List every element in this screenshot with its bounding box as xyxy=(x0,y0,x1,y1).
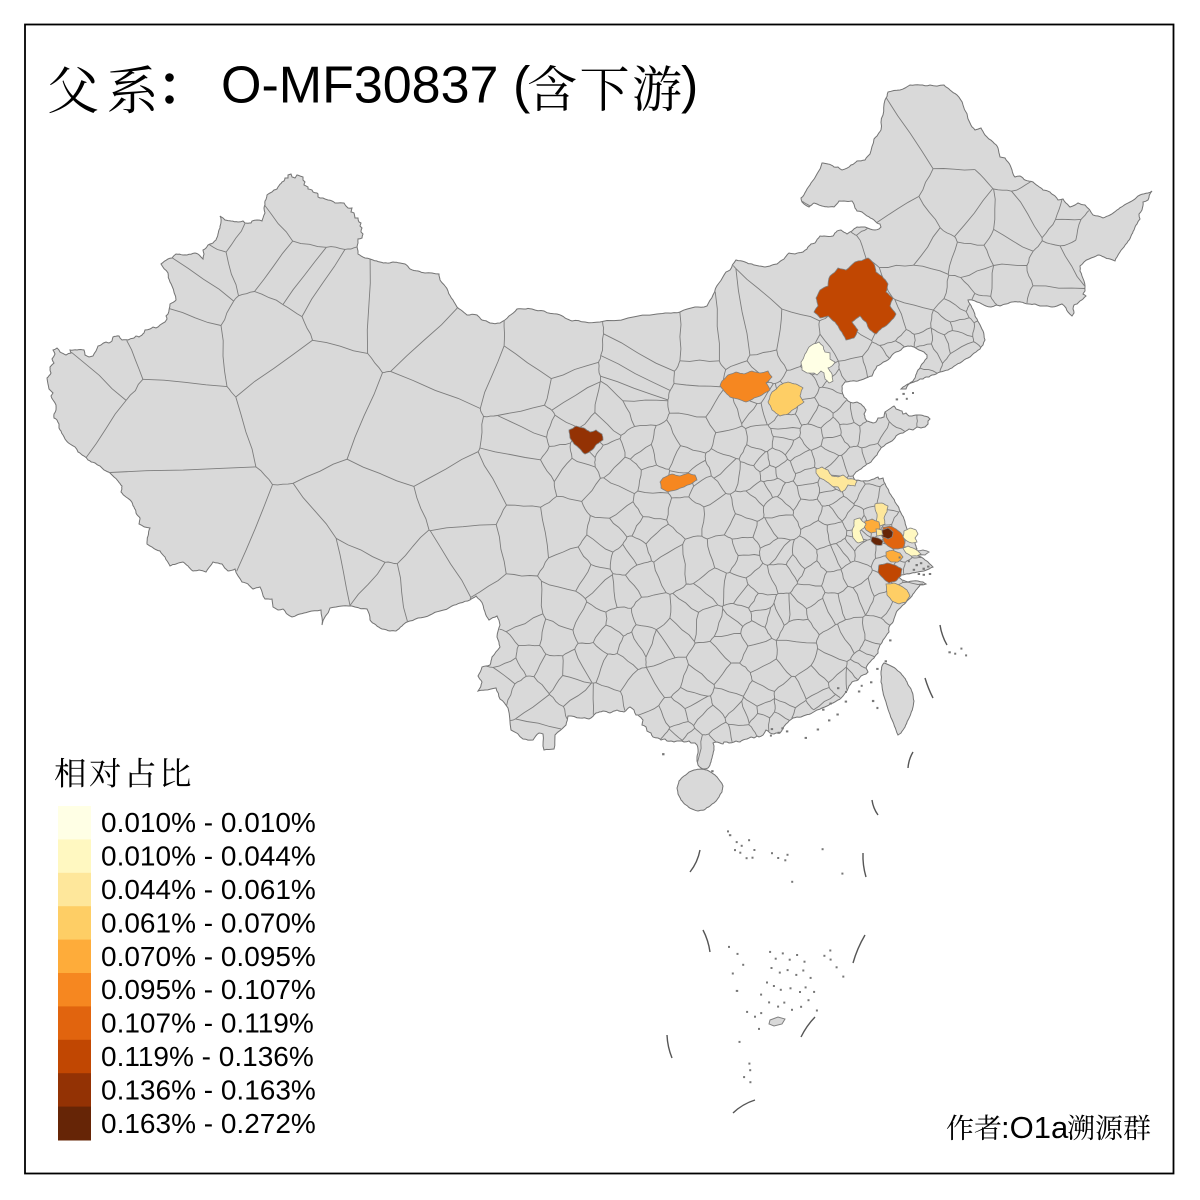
svg-text::O1a: :O1a xyxy=(1001,1110,1069,1145)
svg-text:0.163% - 0.272%: 0.163% - 0.272% xyxy=(101,1108,316,1139)
svg-text:0.136% - 0.163%: 0.136% - 0.163% xyxy=(101,1074,316,1105)
svg-text:0.010% - 0.010%: 0.010% - 0.010% xyxy=(101,807,316,838)
svg-text:0.095% - 0.107%: 0.095% - 0.107% xyxy=(101,974,316,1005)
svg-text:0.119% - 0.136%: 0.119% - 0.136% xyxy=(101,1041,314,1072)
svg-text:): ) xyxy=(681,57,698,115)
svg-text:O-MF30837: O-MF30837 xyxy=(221,57,498,115)
svg-text:0.107% - 0.119%: 0.107% - 0.119% xyxy=(101,1008,314,1039)
svg-text:0.010% - 0.044%: 0.010% - 0.044% xyxy=(101,841,316,872)
svg-text:(: ( xyxy=(513,57,531,115)
svg-text:0.061% - 0.070%: 0.061% - 0.070% xyxy=(101,907,316,938)
svg-text:0.070% - 0.095%: 0.070% - 0.095% xyxy=(101,941,316,972)
svg-text:0.044% - 0.061%: 0.044% - 0.061% xyxy=(101,874,316,905)
